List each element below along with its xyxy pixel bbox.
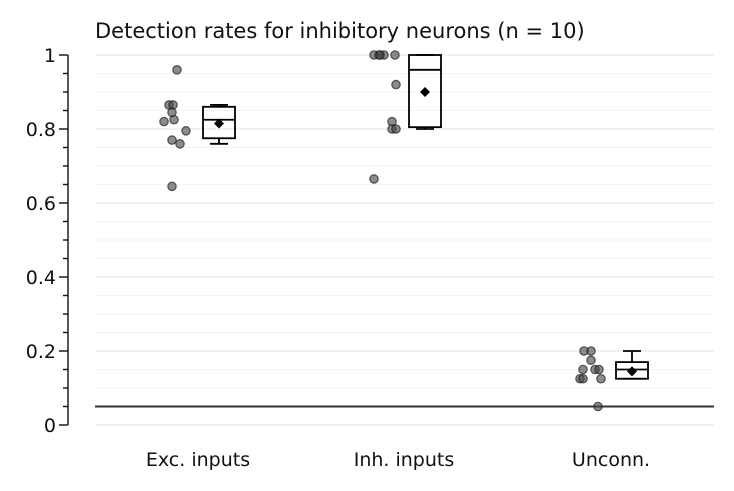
x-category-label: Unconn.	[572, 449, 650, 471]
y-tick-label: 1	[44, 45, 56, 67]
data-point	[586, 355, 596, 366]
data-point	[594, 364, 604, 375]
y-tick-label: 0.8	[26, 119, 56, 141]
data-point	[578, 364, 588, 375]
data-point	[369, 174, 379, 184]
data-point	[579, 346, 589, 356]
data-point	[375, 50, 385, 60]
data-point	[596, 373, 606, 384]
data-point	[593, 401, 603, 412]
box	[408, 54, 442, 129]
y-tick-label: 0	[44, 415, 56, 437]
data-points	[159, 50, 606, 412]
box	[202, 105, 236, 140]
data-point	[167, 181, 177, 192]
data-point	[181, 126, 191, 136]
data-point	[578, 373, 588, 384]
data-point	[391, 124, 401, 134]
data-point	[390, 50, 400, 60]
data-point	[169, 114, 179, 125]
data-point	[391, 79, 401, 90]
x-category-label: Exc. inputs	[146, 449, 250, 471]
box-plots	[202, 54, 649, 380]
mean-marker	[214, 118, 224, 129]
y-tick-label: 0.6	[26, 193, 56, 215]
data-point	[159, 116, 169, 127]
chart-title: Detection rates for inhibitory neurons (…	[95, 19, 585, 43]
mean-marker	[420, 87, 430, 97]
x-category-label: Inh. inputs	[354, 449, 455, 471]
data-point	[167, 135, 177, 145]
data-point	[175, 139, 185, 149]
grid	[95, 54, 714, 426]
y-axis: 0 0.2 0.4 0.6 0.8 1	[26, 45, 69, 437]
box	[615, 361, 649, 380]
y-tick-label: 0.4	[26, 267, 56, 289]
y-tick-label: 0.2	[26, 341, 56, 363]
mean-marker	[627, 366, 637, 377]
data-point	[172, 65, 182, 75]
x-axis-labels: Exc. inputs Inh. inputs Unconn.	[146, 449, 650, 471]
